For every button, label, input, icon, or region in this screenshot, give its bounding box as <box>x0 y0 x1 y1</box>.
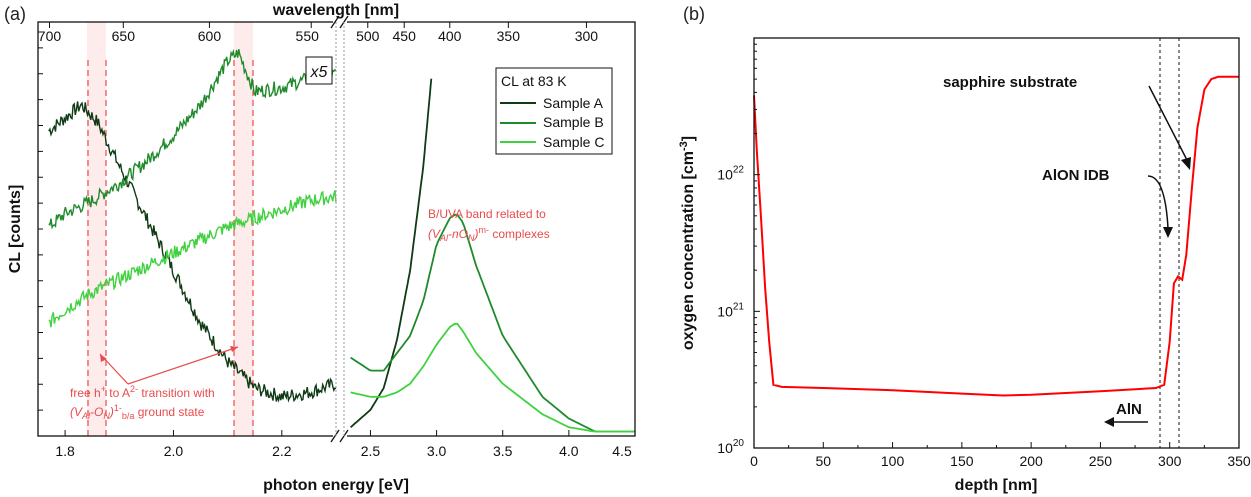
panel-b-plot-frame <box>753 37 1240 449</box>
alon-annotation: AlON IDB <box>1042 167 1110 184</box>
top-tick-label: 450 <box>393 28 417 44</box>
top-tick-label: 300 <box>575 28 599 44</box>
sapphire-arrow <box>1148 85 1189 163</box>
panel-label-b: (b) <box>683 4 705 24</box>
x-tick-label: 200 <box>1019 453 1043 469</box>
x-tick-label: 250 <box>1089 453 1113 469</box>
top-tick-label: 550 <box>296 28 320 44</box>
panel-a-ticks: 1.8 2.0 2.2 2.5 3.0 3.5 4.0 4.5 700 650 600 550 500 4… <box>38 22 636 459</box>
transition-band-1 <box>87 22 106 436</box>
aln-annotation: AlN <box>1116 401 1142 418</box>
top-tick-label: 650 <box>112 28 136 44</box>
transition-arrowhead-left <box>100 354 107 362</box>
transition-annotation-line1: free h+ to A2- transition with <box>70 384 215 400</box>
panel-b: 0 50 100 150 200 250 300 350 1020 1021 1022 sapphi… <box>678 37 1251 494</box>
top-tick-label: 350 <box>497 28 521 44</box>
band-annotation-line1: B/UVA band related to <box>428 207 546 221</box>
panel-b-y-axis-title: oxygen concentration [cm-3] <box>678 136 697 350</box>
panel-a-top-axis-title: wavelength [nm] <box>272 2 399 19</box>
x-tick-label: 100 <box>881 453 905 469</box>
panel-a: 1.8 2.0 2.2 2.5 3.0 3.5 4.0 4.5 700 650 600 550 500 4… <box>7 2 636 494</box>
x-tick-label: 3.0 <box>427 443 447 459</box>
panel-a-x-axis-title: photon energy [eV] <box>263 477 409 494</box>
x-tick-label: 300 <box>1158 453 1182 469</box>
panel-b-ticks: 0 50 100 150 200 250 300 350 1020 1021 1022 <box>717 43 1251 469</box>
legend-box <box>495 67 613 155</box>
transition-arrow-right <box>127 346 239 385</box>
y-tick-label: 1020 <box>717 438 744 456</box>
x-tick-label: 3.5 <box>493 443 513 459</box>
alon-arrow <box>1147 175 1169 229</box>
transition-band-2 <box>234 22 253 436</box>
transition-annotation-line2: (VAl-ON)1-b/a ground state <box>70 403 205 421</box>
axis-break-mark-3 <box>330 15 340 29</box>
top-tick-label: 400 <box>438 28 462 44</box>
alon-arrowhead <box>1163 227 1173 238</box>
scale-marker-box <box>305 56 333 85</box>
x-tick-label: 4.0 <box>559 443 579 459</box>
panel-a-y-axis-title: CL [counts] <box>7 185 24 274</box>
x-tick-label: 4.5 <box>612 443 632 459</box>
y-tick-label: 1021 <box>717 301 744 319</box>
legend: CL at 83 K Sample A Sample B Sample C <box>495 67 613 155</box>
panel-b-series <box>753 75 1239 397</box>
sapphire-annotation: sapphire substrate <box>943 74 1077 91</box>
x-tick-label: 2.0 <box>164 443 184 459</box>
legend-entry-sample-b: Sample B <box>543 114 604 130</box>
series-sample-a-visible <box>48 101 337 403</box>
series-sample-b-uv <box>350 213 635 433</box>
x-tick-label: 350 <box>1227 453 1251 469</box>
transition-arrowhead-right <box>230 346 238 352</box>
series-sample-c-uv <box>350 322 635 433</box>
axis-break-mark-1 <box>330 429 340 443</box>
series-sample-c-visible <box>48 190 337 328</box>
series-sample-a-uv <box>350 78 433 428</box>
x-tick-label: 50 <box>815 453 831 469</box>
legend-entry-sample-c: Sample C <box>543 134 604 150</box>
x-tick-label: 2.5 <box>361 443 381 459</box>
aln-arrowhead <box>1104 417 1114 427</box>
sapphire-arrowhead <box>1181 157 1191 170</box>
y-tick-label: 1022 <box>717 165 744 183</box>
panel-label-a: (a) <box>4 4 26 24</box>
oxygen-profile-line <box>753 75 1239 397</box>
panel-a-series <box>48 48 635 433</box>
panel-b-x-axis-title: depth [nm] <box>955 477 1038 494</box>
band-annotation-line2: (VAl-nON)m- complexes <box>428 225 550 243</box>
top-tick-label: 700 <box>38 28 62 44</box>
legend-title: CL at 83 K <box>501 73 567 89</box>
legend-entry-sample-a: Sample A <box>543 95 604 111</box>
x-tick-label: 0 <box>750 453 758 469</box>
x-tick-label: 1.8 <box>55 443 75 459</box>
series-sample-b-visible <box>48 48 337 230</box>
x-tick-label: 2.2 <box>272 443 292 459</box>
top-tick-label: 500 <box>356 28 380 44</box>
scale-marker-label: x5 <box>310 64 328 81</box>
top-tick-label: 600 <box>198 28 222 44</box>
x-tick-label: 150 <box>950 453 974 469</box>
